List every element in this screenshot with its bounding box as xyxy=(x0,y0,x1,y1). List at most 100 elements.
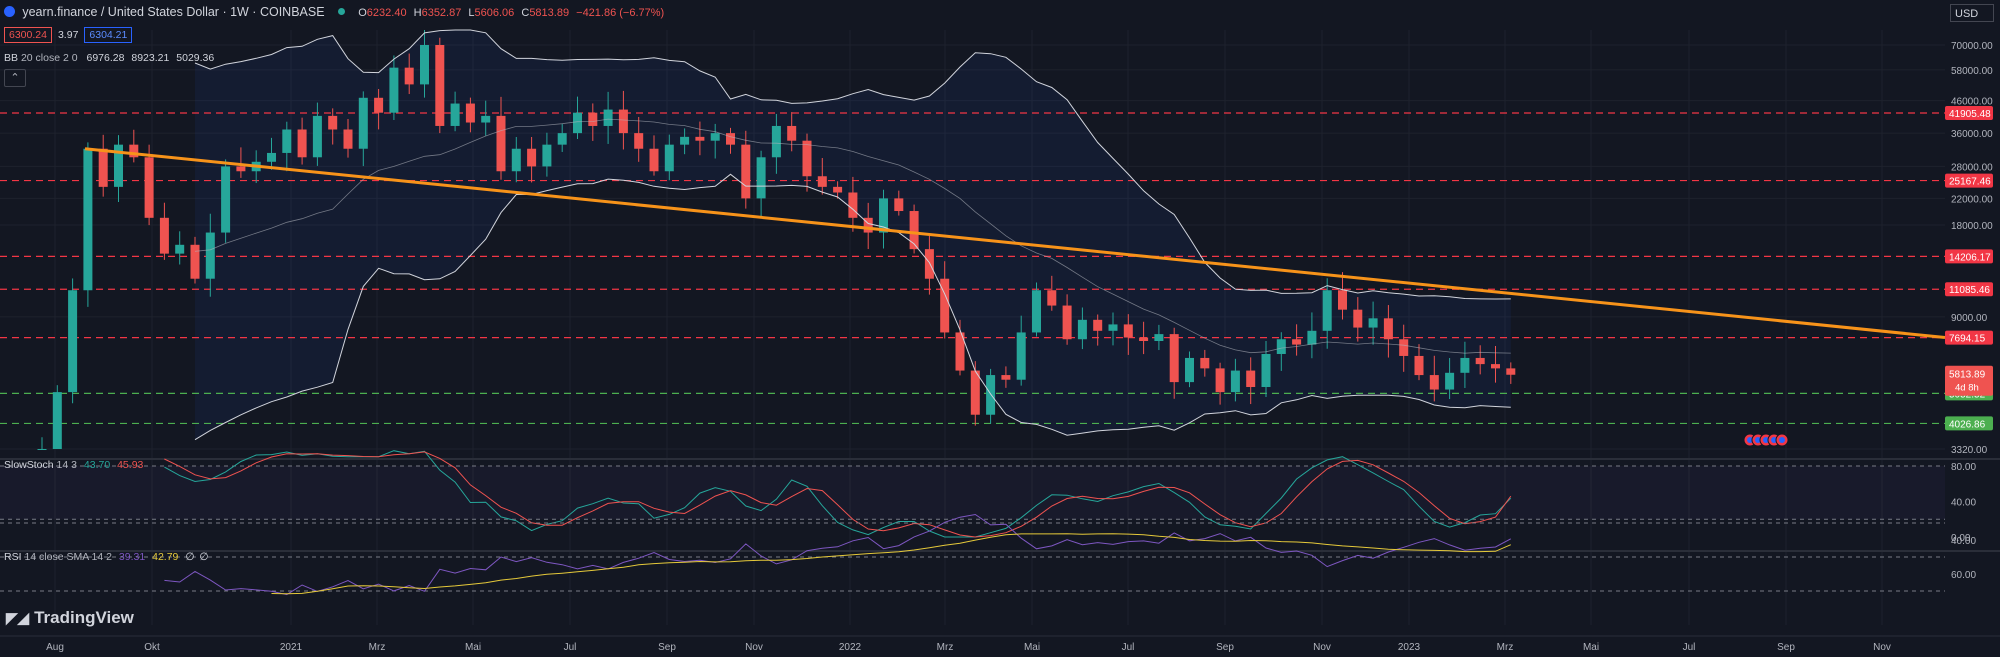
candle-body xyxy=(144,157,154,218)
currency-selector[interactable]: USD xyxy=(1950,4,1994,22)
candle-body xyxy=(756,157,766,199)
candle-body xyxy=(98,148,108,187)
level-label-11085.46: 11085.46 xyxy=(1949,285,1990,296)
high-label: H xyxy=(413,7,422,19)
rsi-tick-label: 40.00 xyxy=(1951,536,1976,547)
candle-body xyxy=(1154,334,1164,342)
time-tick-label: 2021 xyxy=(280,642,303,653)
level-tag-25167.46 xyxy=(1945,173,1993,188)
rsi-params: 14 close SMA 14 2 xyxy=(24,551,112,563)
event-flag-inner-icon xyxy=(1747,437,1753,443)
level-tag-4026.86 xyxy=(1945,416,1993,431)
candle-body xyxy=(1383,318,1393,340)
candle-body xyxy=(496,115,506,172)
candle-body xyxy=(1475,357,1485,365)
price-tick-label: 22000.00 xyxy=(1951,194,1993,205)
bb-legend[interactable]: BB 20 close 2 0 6976.28 8923.21 5029.36 xyxy=(4,52,214,64)
candle-body xyxy=(52,392,62,449)
candle-body xyxy=(1322,290,1332,331)
symbol-legend[interactable]: yearn.finance / United States Dollar · 1… xyxy=(4,5,664,19)
bar-countdown-label: 4d 8h xyxy=(1955,383,1979,394)
last-price-label: 5813.89 xyxy=(1949,370,1986,381)
candle-body xyxy=(618,109,628,134)
candle-body xyxy=(343,129,353,149)
buy-price-button[interactable]: 6304.21 xyxy=(84,27,133,43)
candle-body xyxy=(1016,332,1026,380)
stoch-legend[interactable]: SlowStoch 14 3 43.70 45.93 xyxy=(4,459,143,471)
candle-body xyxy=(68,290,78,393)
level-tag-14206.17 xyxy=(1945,249,1993,264)
symbol-title: yearn.finance / United States Dollar · 1… xyxy=(22,5,325,19)
candle-body xyxy=(955,332,965,371)
price-axis[interactable]: 70000.00 58000.00 46000.00 36000.00 28000.00… xyxy=(1945,41,1993,456)
yfi-logo-icon xyxy=(4,6,15,17)
level-tag-11085.46 xyxy=(1945,282,1993,297)
bollinger-band-lines xyxy=(194,29,1511,441)
chevron-up-icon: ⌃ xyxy=(10,72,20,84)
candle-body xyxy=(297,129,307,158)
candle-body xyxy=(1108,324,1118,331)
horizontal-levels: 41905.48 25167.46 14206.17 11085.46 7694.15 5… xyxy=(0,105,1993,431)
candle-body xyxy=(542,144,552,167)
candle-body xyxy=(1491,364,1500,369)
candle-body xyxy=(267,152,276,162)
candle-body xyxy=(863,217,873,233)
candle-body xyxy=(1307,330,1317,345)
candle-body xyxy=(1368,318,1378,328)
candle-body xyxy=(83,148,93,291)
candle-body xyxy=(710,133,720,141)
time-tick-label: Mrz xyxy=(1497,642,1514,653)
candle-body xyxy=(557,133,567,145)
collapse-legend-button[interactable]: ⌃ xyxy=(4,69,26,87)
rsi-pane[interactable]: 60.00 40.00 xyxy=(0,513,1976,596)
event-flag-inner-icon xyxy=(1779,437,1785,443)
stoch-tick-label: 40.00 xyxy=(1951,498,1976,509)
candle-body xyxy=(1169,334,1179,383)
candle-body xyxy=(205,232,215,279)
sell-price-button[interactable]: 6300.24 xyxy=(4,27,52,43)
bb-upper-line xyxy=(194,29,1511,300)
descending-trendline xyxy=(84,147,1946,340)
candle-body xyxy=(420,45,429,85)
candle-body xyxy=(1123,324,1133,338)
candle-body xyxy=(282,129,292,153)
rsi-extra-2: ∅ xyxy=(199,551,209,563)
candle-body xyxy=(1261,353,1271,388)
open-value: 6232.40 xyxy=(366,7,407,19)
candle-body xyxy=(159,217,169,254)
candle-body xyxy=(1047,290,1057,306)
candle-body xyxy=(236,166,246,172)
candle-body xyxy=(312,115,322,158)
time-tick-label: Okt xyxy=(144,642,160,653)
candle-body xyxy=(588,112,598,126)
candle-body xyxy=(37,449,47,450)
trendline[interactable] xyxy=(84,147,1946,340)
candle-body xyxy=(1139,337,1149,342)
stoch-params: 14 3 xyxy=(56,459,77,471)
candle-body xyxy=(940,278,950,333)
time-axis[interactable]: Aug Okt 2021 Mrz Mai Jul Sep Nov 2022 Mrz Mai Jul Se… xyxy=(0,635,2000,653)
event-markers[interactable] xyxy=(1743,433,1789,447)
rsi-value: 39.31 xyxy=(118,551,146,563)
time-tick-label: Sep xyxy=(658,642,676,653)
candle-body xyxy=(603,109,613,126)
stoch-d-value: 45.93 xyxy=(117,459,144,471)
candle-body xyxy=(221,166,231,233)
rsi-sma-line xyxy=(271,533,1511,595)
grid xyxy=(0,30,2000,625)
candle-body xyxy=(1338,290,1347,310)
candle-body xyxy=(1276,339,1286,354)
rsi-legend[interactable]: RSI 14 close SMA 14 2 39.31 42.79 ∅ ∅ xyxy=(4,551,209,563)
bb-lower-line xyxy=(194,173,1511,441)
candle-body xyxy=(465,103,475,123)
candle-body xyxy=(435,45,445,126)
change-value: −421.86 (−6.77%) xyxy=(576,7,665,19)
rsi-tick-label: 60.00 xyxy=(1951,570,1976,581)
level-label-14206.17: 14206.17 xyxy=(1949,252,1991,263)
candle-body xyxy=(1062,305,1072,340)
candle-body xyxy=(1185,357,1194,383)
rsi-sma-value: 42.79 xyxy=(152,551,179,563)
